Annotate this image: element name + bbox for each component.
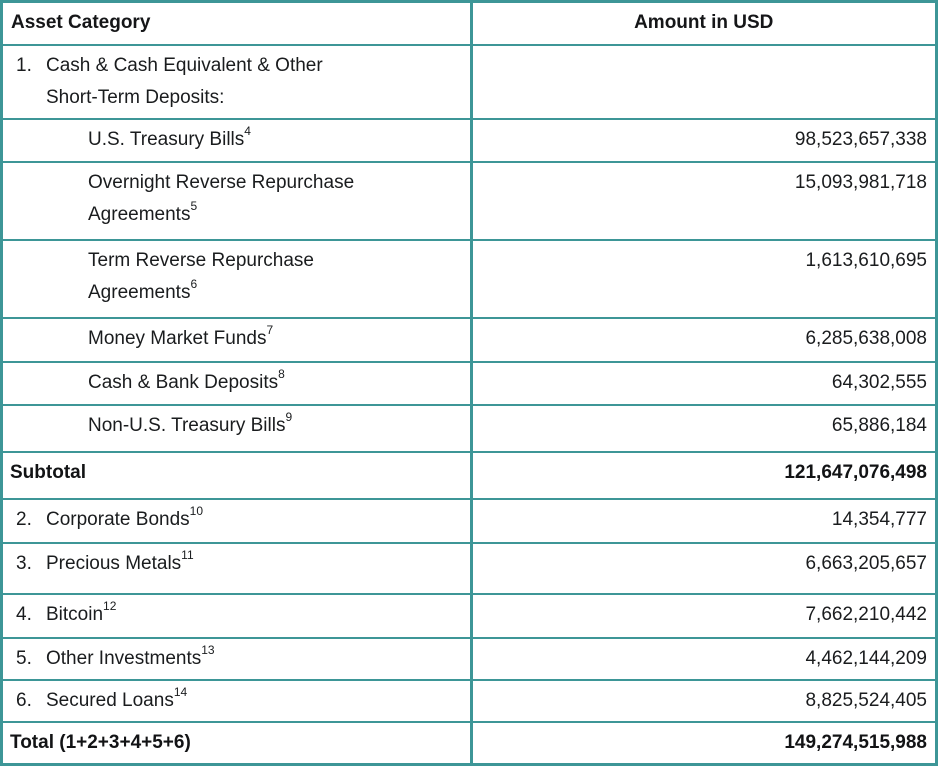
- footnote-reference: 10: [189, 504, 204, 519]
- asset-category-cell: Non-U.S. Treasury Bills9: [0, 403, 472, 453]
- row-number: 2.: [16, 508, 32, 530]
- amount-cell: 7,662,210,442: [469, 592, 938, 639]
- amount-cell: 64,302,555: [469, 360, 938, 406]
- row-number: 6.: [16, 689, 32, 711]
- amount-cell: 6,285,638,008: [469, 316, 938, 363]
- row-cash-bank-deposits: Cash & Bank Deposits8 64,302,555: [0, 360, 938, 406]
- footnote-reference: 13: [201, 643, 215, 658]
- asset-category-cell: Total (1+2+3+4+5+6): [0, 720, 472, 765]
- asset-category-cell: 4. Bitcoin12: [0, 592, 472, 639]
- asset-category-label: Cash & Bank Deposits8: [88, 367, 285, 393]
- asset-category-cell: 3. Precious Metals11: [0, 541, 472, 595]
- asset-category-cell: Money Market Funds7: [0, 316, 472, 363]
- amount-cell: 1,613,610,695: [469, 238, 938, 319]
- row-term-reverse-repo: Term Reverse Repurchase Agreements6 1,613…: [0, 238, 938, 319]
- table-body: 1. Cash & Cash Equivalent & Other Short-T…: [0, 43, 938, 765]
- row-number: 5.: [16, 647, 32, 669]
- asset-category-label: Bitcoin12: [46, 599, 117, 625]
- amount-cell: 15,093,981,718: [469, 160, 938, 241]
- asset-category-cell: Cash & Bank Deposits8: [0, 360, 472, 406]
- amount-cell: 98,523,657,338: [469, 117, 938, 163]
- row-bitcoin: 4. Bitcoin12 7,662,210,442: [0, 592, 938, 639]
- footnote-reference: 8: [278, 367, 285, 382]
- amount-cell: 121,647,076,498: [469, 450, 938, 500]
- footnote-reference: 7: [266, 323, 274, 338]
- asset-category-label: U.S. Treasury Bills4: [88, 124, 251, 150]
- asset-category-cell: Term Reverse Repurchase Agreements6: [0, 238, 472, 319]
- footnote-reference: 9: [285, 410, 293, 425]
- asset-category-label: Non-U.S. Treasury Bills9: [88, 410, 293, 436]
- row-non-us-treasury-bills: Non-U.S. Treasury Bills9 65,886,184: [0, 403, 938, 453]
- asset-category-label: Money Market Funds7: [88, 323, 274, 349]
- row-total: Total (1+2+3+4+5+6) 149,274,515,988: [0, 720, 938, 765]
- row-cash-equivalents-group: 1. Cash & Cash Equivalent & Other Short-T…: [0, 43, 938, 120]
- row-subtotal: Subtotal 121,647,076,498: [0, 450, 938, 500]
- row-number: 4.: [16, 603, 32, 625]
- asset-category-label: Other Investments13: [46, 643, 215, 669]
- amount-cell: 65,886,184: [469, 403, 938, 453]
- row-precious-metals: 3. Precious Metals11 6,663,205,657: [0, 541, 938, 595]
- asset-category-cell: Subtotal: [0, 450, 472, 500]
- row-number: 3.: [16, 552, 32, 574]
- asset-category-cell: U.S. Treasury Bills4: [0, 117, 472, 163]
- row-secured-loans: 6. Secured Loans14 8,825,524,405: [0, 678, 938, 723]
- footnote-reference: 14: [173, 685, 188, 700]
- asset-category-label: Secured Loans14: [46, 685, 188, 711]
- footnote-reference: 4: [244, 124, 251, 139]
- footnote-reference: 12: [103, 599, 117, 614]
- asset-category-cell: 6. Secured Loans14: [0, 678, 472, 723]
- asset-category-label: Cash & Cash Equivalent & Other Short-Ter…: [46, 54, 323, 108]
- asset-category-label: Precious Metals11: [46, 548, 194, 574]
- asset-category-cell: Overnight Reverse Repurchase Agreements5: [0, 160, 472, 241]
- asset-category-cell: 1. Cash & Cash Equivalent & Other Short-T…: [0, 43, 472, 120]
- row-other-investments: 5. Other Investments13 4,462,144,209: [0, 636, 938, 681]
- row-money-market-funds: Money Market Funds7 6,285,638,008: [0, 316, 938, 363]
- amount-cell: 149,274,515,988: [469, 720, 938, 765]
- asset-category-label: Term Reverse Repurchase Agreements6: [88, 249, 314, 303]
- column-header-asset-category: Asset Category: [0, 0, 472, 46]
- footnote-reference: 6: [190, 277, 198, 292]
- footnote-reference: 5: [190, 199, 198, 214]
- column-header-amount-in-usd: Amount in USD: [469, 0, 938, 46]
- amount-cell: 8,825,524,405: [469, 678, 938, 723]
- amount-cell: [469, 43, 938, 120]
- row-overnight-reverse-repo: Overnight Reverse Repurchase Agreements5…: [0, 160, 938, 241]
- footnote-reference: 11: [181, 548, 194, 563]
- asset-category-label: Total (1+2+3+4+5+6): [10, 731, 191, 753]
- table-header: Asset Category Amount in USD: [0, 0, 938, 46]
- amount-cell: 6,663,205,657: [469, 541, 938, 595]
- row-us-treasury-bills: U.S. Treasury Bills4 98,523,657,338: [0, 117, 938, 163]
- row-corporate-bonds: 2. Corporate Bonds10 14,354,777: [0, 497, 938, 544]
- asset-category-label: Corporate Bonds10: [46, 504, 204, 530]
- amount-cell: 14,354,777: [469, 497, 938, 544]
- asset-category-cell: 2. Corporate Bonds10: [0, 497, 472, 544]
- asset-category-label: Subtotal: [10, 461, 86, 483]
- amount-cell: 4,462,144,209: [469, 636, 938, 681]
- header-row: Asset Category Amount in USD: [0, 0, 938, 46]
- asset-category-cell: 5. Other Investments13: [0, 636, 472, 681]
- asset-category-label: Overnight Reverse Repurchase Agreements5: [88, 171, 355, 225]
- row-number: 1.: [16, 54, 32, 76]
